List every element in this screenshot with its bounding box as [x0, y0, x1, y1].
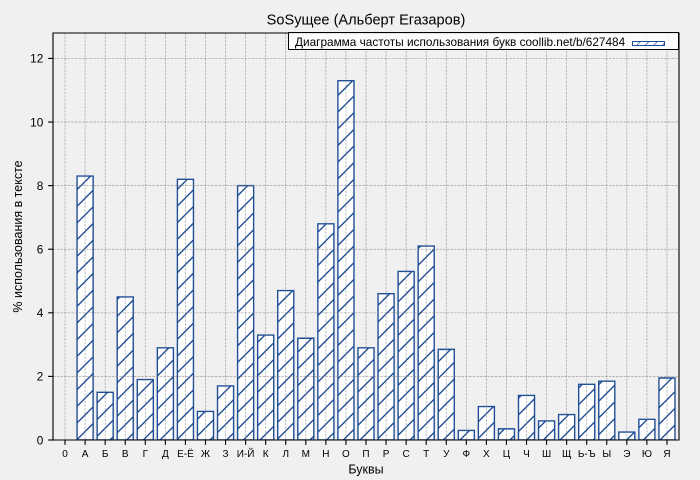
- svg-text:Ж: Ж: [201, 449, 211, 460]
- svg-text:Ш: Ш: [542, 449, 551, 460]
- svg-text:Я: Я: [663, 449, 670, 460]
- svg-text:О: О: [342, 449, 350, 460]
- svg-text:И-Й: И-Й: [237, 447, 255, 460]
- svg-text:В: В: [122, 449, 129, 460]
- svg-text:Ц: Ц: [503, 449, 511, 460]
- svg-text:Х: Х: [483, 449, 490, 460]
- svg-text:Е-Ё: Е-Ё: [177, 448, 194, 460]
- svg-text:Г: Г: [143, 449, 149, 460]
- svg-text:А: А: [82, 449, 89, 460]
- svg-text:% использования в тексте: % использования в тексте: [11, 160, 25, 312]
- svg-text:2: 2: [37, 370, 44, 384]
- svg-text:10: 10: [30, 115, 44, 129]
- svg-text:Д: Д: [162, 449, 169, 460]
- svg-text:Ф: Ф: [463, 449, 471, 460]
- svg-text:SoSущее (Альберт Егазаров): SoSущее (Альберт Егазаров): [267, 13, 466, 29]
- svg-text:8: 8: [37, 179, 44, 193]
- svg-text:0: 0: [37, 433, 44, 447]
- svg-text:Э: Э: [623, 449, 630, 460]
- svg-text:0: 0: [62, 449, 68, 460]
- svg-text:П: П: [362, 449, 369, 460]
- svg-text:Ч: Ч: [523, 449, 530, 460]
- svg-text:12: 12: [30, 52, 43, 66]
- svg-text:М: М: [302, 449, 310, 460]
- svg-text:Ю: Ю: [642, 449, 652, 460]
- svg-text:Т: Т: [423, 449, 429, 460]
- svg-text:К: К: [263, 449, 269, 460]
- svg-text:Щ: Щ: [562, 449, 571, 460]
- svg-text:6: 6: [37, 242, 44, 256]
- svg-text:С: С: [403, 449, 410, 460]
- svg-text:З: З: [223, 449, 229, 460]
- svg-text:Ы: Ы: [602, 449, 611, 460]
- svg-text:Б: Б: [102, 449, 109, 460]
- svg-text:Н: Н: [322, 449, 329, 460]
- svg-text:4: 4: [37, 306, 44, 320]
- svg-text:Буквы: Буквы: [348, 463, 383, 477]
- svg-text:У: У: [443, 449, 450, 460]
- svg-text:Р: Р: [383, 449, 390, 460]
- svg-text:Ь-Ъ: Ь-Ъ: [578, 449, 596, 460]
- svg-text:Л: Л: [282, 449, 289, 460]
